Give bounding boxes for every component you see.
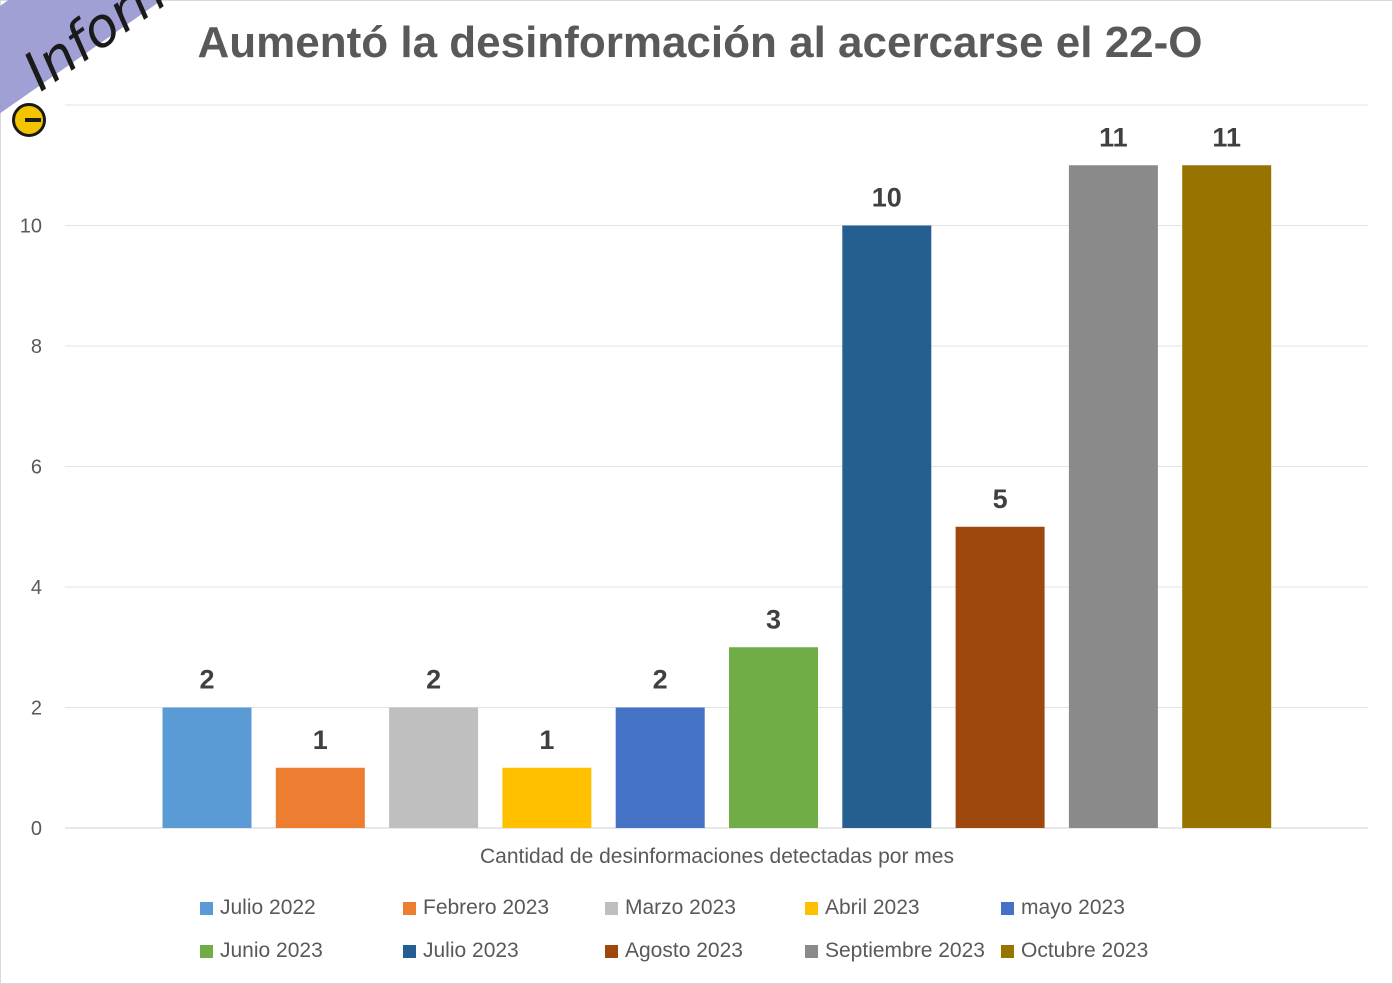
legend-swatch [805,944,818,958]
legend-label: Junio 2023 [220,939,323,962]
legend-item: Febrero 2023 [403,893,549,923]
data-label: 10 [872,183,902,213]
legend-swatch [200,944,213,958]
legend-swatch [1001,944,1014,958]
legend-item: Junio 2023 [200,936,323,966]
legend-item: Agosto 2023 [605,936,743,966]
bar [842,225,932,828]
y-tick-label: 10 [20,216,42,238]
bar [502,767,592,828]
legend-swatch [1001,901,1014,915]
legend-item: Julio 2022 [200,893,316,923]
bar [729,647,818,828]
y-tick-label: 2 [31,698,42,720]
legend-item: Abril 2023 [805,893,920,923]
legend-label: Febrero 2023 [423,896,550,919]
legend-swatch [605,901,618,915]
y-tick-label: 0 [31,818,42,840]
data-label: 2 [199,665,214,695]
legend-swatch [605,944,618,958]
legend-swatch [403,944,416,958]
legend-item: Octubre 2023 [1001,936,1148,966]
data-label: 1 [539,725,554,755]
legend-label: Julio 2022 [220,896,316,919]
bar [615,707,705,828]
legend-label: Julio 2023 [423,939,519,962]
y-tick-label: 6 [31,457,42,479]
legend-label: Octubre 2023 [1021,939,1149,962]
legend-item: mayo 2023 [1001,893,1125,923]
legend-item: Septiembre 2023 [805,936,985,966]
legend-item: Julio 2023 [403,936,519,966]
logo-e-icon [12,103,46,137]
legend-item: Marzo 2023 [605,893,736,923]
bar [1182,165,1272,828]
bar [1068,165,1158,828]
logo: Informa [0,0,260,200]
legend-label: Marzo 2023 [625,896,736,919]
legend-swatch [403,901,416,915]
legend-label: Agosto 2023 [625,939,743,962]
data-label: 1 [313,725,328,755]
data-label: 2 [426,665,441,695]
bar [955,526,1045,828]
legend-swatch [805,901,818,915]
legend-label: Septiembre 2023 [825,939,985,962]
bar [389,707,479,828]
bar [275,767,365,828]
legend-label: Abril 2023 [825,896,920,919]
data-label: 5 [993,484,1008,514]
legend-swatch [200,901,213,915]
bar [162,707,252,828]
data-label: 2 [653,665,668,695]
legend-label: mayo 2023 [1021,896,1125,919]
y-tick-label: 4 [31,577,42,599]
data-label: 11 [1212,122,1241,152]
y-tick-label: 8 [31,336,42,358]
x-axis-label: Cantidad de desinformaciones detectadas … [480,845,954,868]
chart-title: Aumentó la desinformación al acercarse e… [197,18,1203,67]
data-label: 3 [766,604,781,634]
data-label: 11 [1099,122,1128,152]
